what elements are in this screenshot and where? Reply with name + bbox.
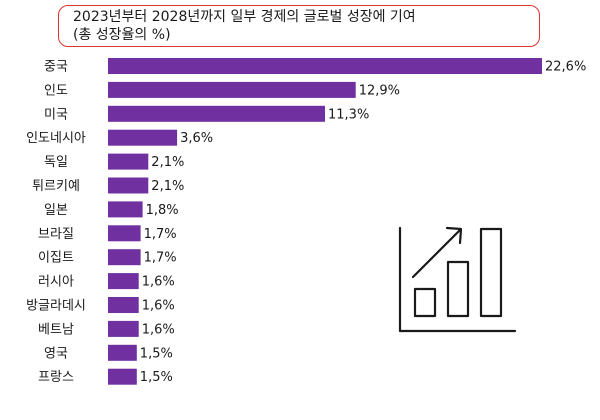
bar-13 (108, 368, 137, 385)
category-label: 러시아 (38, 275, 74, 290)
category-label: 독일 (44, 155, 68, 170)
bar-4 (108, 153, 149, 170)
category-label: 이집트 (38, 251, 74, 266)
bar-2 (108, 105, 325, 122)
category-labels: 중국인도미국인도네시아독일튀르키예일본브라질이집트러시아방글라데시베트남영국프랑… (26, 60, 86, 386)
value-label: 1,6% (142, 275, 175, 290)
value-label: 1,5% (140, 346, 173, 361)
chart-title: 2023년부터 2028년까지 일부 경제의 글로벌 성장에 기여 (73, 9, 416, 25)
category-label: 인도 (44, 83, 68, 98)
value-label: 1,7% (144, 227, 177, 242)
category-label: 중국 (44, 60, 68, 75)
bar-11 (108, 320, 139, 337)
growth-chart-icon (398, 226, 517, 333)
bar-10 (108, 297, 139, 313)
bar-9 (108, 273, 139, 290)
value-labels: 22,6% 12,9% 11,3% 3,6% 2,1% 2,1% 1,8% 1,7% 1,7% 1… (140, 60, 587, 386)
chart-subtitle: (총 성장율의 %) (73, 27, 171, 43)
value-label: 1,6% (142, 322, 175, 337)
value-label: 22,6% (545, 60, 586, 75)
bar-0 (108, 58, 542, 74)
category-label: 베트남 (38, 322, 74, 337)
value-label: 2,1% (151, 179, 184, 194)
category-label: 프랑스 (38, 370, 74, 385)
chart-title-box: 2023년부터 2028년까지 일부 경제의 글로벌 성장에 기여 (총 성장율… (58, 5, 540, 47)
bar-3 (108, 129, 178, 146)
value-label: 1,5% (140, 370, 173, 385)
value-label: 11,3% (328, 107, 369, 122)
value-label: 12,9% (359, 83, 400, 98)
value-label: 1,7% (144, 251, 177, 266)
value-label: 2,1% (151, 155, 184, 170)
bar-7 (108, 225, 141, 242)
bar-group (108, 58, 542, 385)
value-label: 3,6% (180, 131, 213, 146)
bar-1 (108, 81, 356, 98)
bar-8 (108, 249, 141, 266)
category-label: 방글라데시 (26, 299, 86, 314)
category-label: 일본 (44, 203, 68, 218)
category-label: 영국 (44, 346, 68, 361)
category-label: 튀르키예 (32, 179, 80, 194)
bar-5 (108, 177, 149, 194)
category-label: 인도네시아 (26, 131, 86, 146)
bar-12 (108, 344, 137, 361)
category-label: 미국 (44, 107, 68, 122)
value-label: 1,8% (146, 203, 179, 218)
value-label: 1,6% (142, 299, 175, 314)
category-label: 브라질 (38, 227, 74, 242)
bar-6 (108, 201, 143, 218)
